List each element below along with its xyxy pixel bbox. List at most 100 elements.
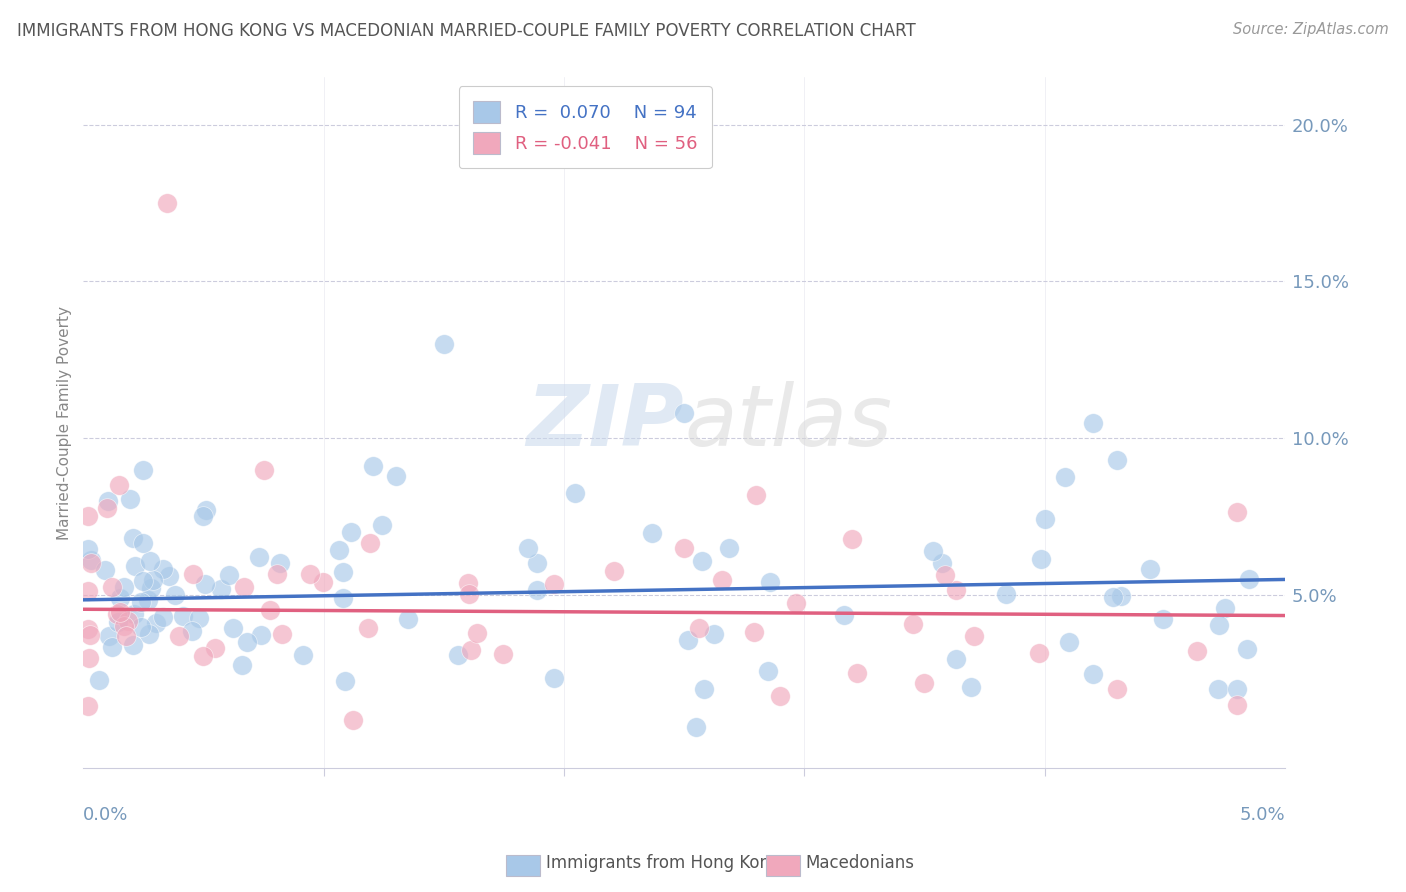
Point <box>841 532 863 546</box>
Point <box>922 544 945 558</box>
Point <box>564 486 586 500</box>
Point <box>204 640 226 655</box>
Point <box>77 698 100 713</box>
Point <box>945 583 967 598</box>
Point <box>247 550 270 565</box>
Point <box>1105 453 1128 467</box>
Point <box>181 567 204 582</box>
Point <box>332 591 354 606</box>
Point <box>233 580 256 594</box>
Point <box>222 621 245 635</box>
Point <box>195 503 218 517</box>
Point <box>209 582 232 596</box>
Point <box>79 628 101 642</box>
Point <box>1206 682 1229 697</box>
Point <box>252 462 274 476</box>
Point <box>328 542 350 557</box>
Point <box>115 629 138 643</box>
Point <box>676 633 699 648</box>
Point <box>77 651 100 665</box>
Point <box>959 680 981 694</box>
Point <box>269 556 291 570</box>
Point <box>117 614 139 628</box>
Point <box>112 619 135 633</box>
Point <box>194 577 217 591</box>
Text: Source: ZipAtlas.com: Source: ZipAtlas.com <box>1233 22 1389 37</box>
Point <box>465 626 488 640</box>
Point <box>80 556 103 570</box>
Point <box>963 629 986 643</box>
Point <box>108 478 131 492</box>
Point <box>139 554 162 568</box>
Point <box>832 608 855 623</box>
Point <box>120 491 142 506</box>
Point <box>931 556 953 570</box>
Point <box>745 488 768 502</box>
Point <box>742 624 765 639</box>
Point <box>1237 573 1260 587</box>
Point <box>100 580 122 594</box>
Text: Immigrants from Hong Kong: Immigrants from Hong Kong <box>546 855 780 872</box>
Point <box>371 518 394 533</box>
Point <box>122 638 145 652</box>
Point <box>1081 416 1104 430</box>
Point <box>517 541 540 555</box>
Point <box>1139 562 1161 576</box>
Point <box>1105 682 1128 697</box>
Text: 0.0%: 0.0% <box>83 805 129 823</box>
Point <box>335 673 357 688</box>
Point <box>167 629 190 643</box>
Point <box>1053 469 1076 483</box>
Point <box>492 648 515 662</box>
Point <box>94 563 117 577</box>
Point <box>356 621 378 635</box>
Point <box>1226 698 1249 712</box>
Point <box>77 542 100 557</box>
Point <box>271 627 294 641</box>
Point <box>912 676 935 690</box>
Point <box>100 640 122 654</box>
Point <box>359 536 381 550</box>
Point <box>1185 644 1208 658</box>
Point <box>141 581 163 595</box>
Point <box>79 553 101 567</box>
Point <box>181 624 204 639</box>
Point <box>785 596 807 610</box>
Point <box>994 586 1017 600</box>
Point <box>299 567 322 582</box>
Point <box>602 564 624 578</box>
Point <box>756 664 779 678</box>
Point <box>641 526 664 541</box>
Point <box>250 628 273 642</box>
Point <box>131 536 153 550</box>
Point <box>690 554 713 568</box>
Point <box>107 615 129 629</box>
Point <box>105 607 128 621</box>
Point <box>1081 666 1104 681</box>
Point <box>193 649 215 664</box>
Point <box>543 577 565 591</box>
Point <box>1208 618 1230 632</box>
Point <box>138 593 160 607</box>
Point <box>124 559 146 574</box>
Point <box>717 541 740 555</box>
Point <box>145 615 167 630</box>
Point <box>526 556 548 570</box>
Point <box>1109 589 1132 603</box>
Y-axis label: Married-Couple Family Poverty: Married-Couple Family Poverty <box>58 306 72 540</box>
Point <box>129 594 152 608</box>
Point <box>266 566 288 581</box>
Point <box>129 620 152 634</box>
Point <box>1152 612 1174 626</box>
Point <box>122 607 145 621</box>
Point <box>711 574 734 588</box>
Point <box>1226 505 1249 519</box>
Point <box>1033 512 1056 526</box>
Point <box>1226 681 1249 696</box>
Point <box>693 681 716 696</box>
Point <box>526 582 548 597</box>
Point <box>188 611 211 625</box>
Point <box>1215 601 1237 615</box>
Point <box>1028 646 1050 660</box>
Point <box>1031 551 1053 566</box>
